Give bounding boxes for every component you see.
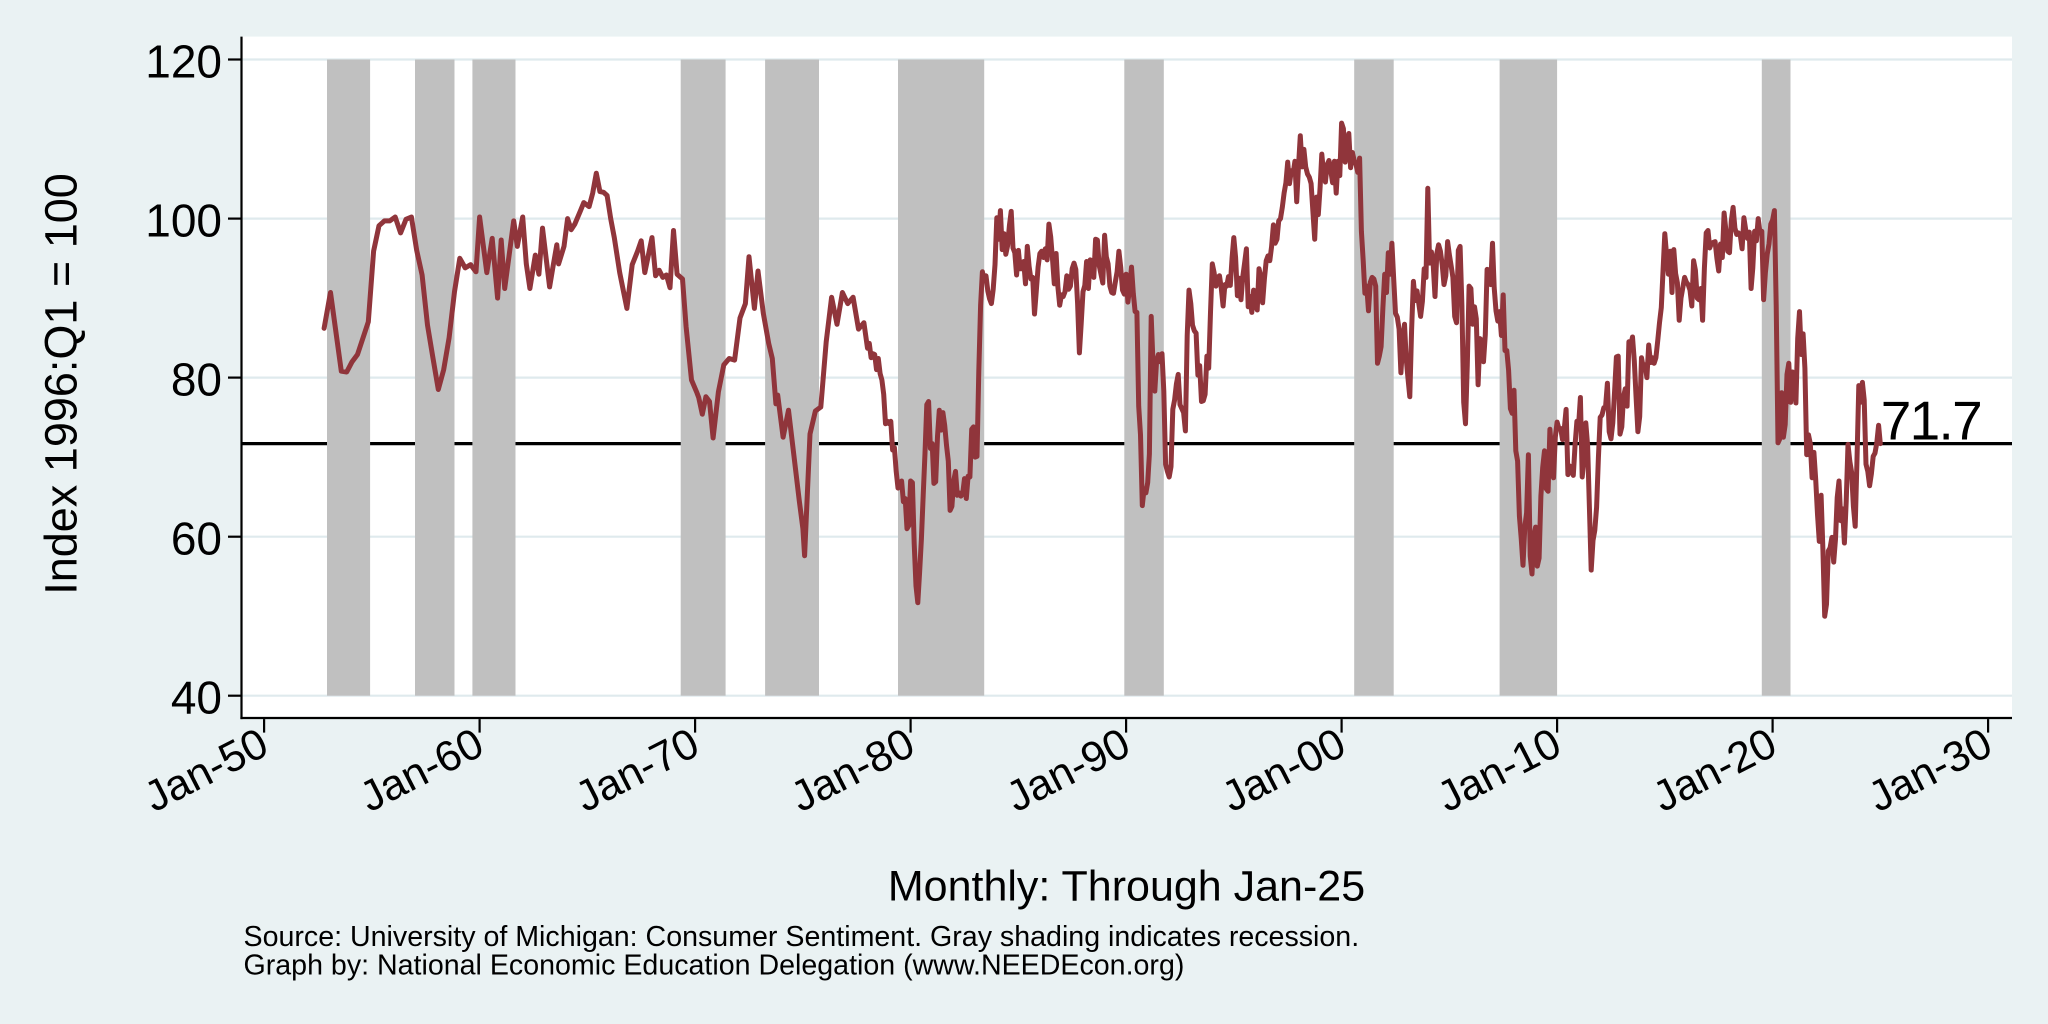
svg-text:Graph by: National Economic Ed: Graph by: National Economic Education De… — [244, 950, 1185, 982]
svg-text:60: 60 — [171, 513, 222, 565]
svg-text:40: 40 — [171, 672, 222, 724]
svg-text:100: 100 — [145, 195, 222, 247]
svg-text:Monthly: Through Jan-25: Monthly: Through Jan-25 — [888, 863, 1365, 911]
svg-text:71.7: 71.7 — [1881, 389, 1981, 451]
svg-text:80: 80 — [171, 354, 222, 406]
svg-text:Source: University of Michigan: Source: University of Michigan: Consumer… — [244, 921, 1360, 953]
svg-text:120: 120 — [145, 36, 222, 88]
svg-text:Index 1996:Q1 = 100: Index 1996:Q1 = 100 — [36, 173, 87, 595]
